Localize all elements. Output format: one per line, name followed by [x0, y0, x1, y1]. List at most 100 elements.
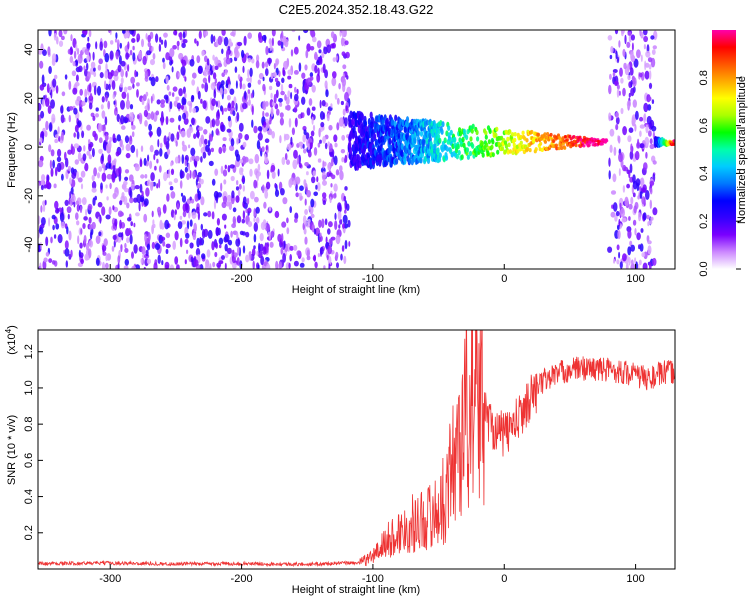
spectrogram-cell	[79, 88, 83, 96]
spectrogram-cell	[307, 150, 312, 158]
spectrogram-cell	[113, 91, 117, 96]
spectrogram-cell	[339, 218, 343, 225]
spectrogram-cell	[303, 30, 309, 34]
spectrogram-cell	[70, 187, 74, 195]
spectrogram-cell	[618, 40, 621, 48]
spectrogram-cell	[230, 106, 236, 112]
spectrogram-trace-cell	[426, 157, 431, 164]
spectrogram-cell	[186, 220, 190, 230]
spectrogram-cell	[647, 57, 653, 63]
spectrogram-cell	[182, 39, 188, 44]
spectrogram-cell	[182, 203, 187, 212]
spectrogram-cell	[150, 172, 155, 182]
spectrogram-cell	[162, 240, 166, 247]
spectrogram-cell	[290, 92, 293, 100]
spectrogram-cell	[306, 249, 310, 259]
spectrogram-cell	[322, 192, 327, 199]
spectrogram-cell	[111, 80, 116, 90]
spectrogram-trace-cell	[546, 132, 550, 136]
spectrogram-cell	[221, 213, 227, 221]
spectrogram-cell	[72, 87, 78, 95]
spectrogram-trace-cell	[487, 139, 491, 145]
spectrogram-cell	[627, 246, 632, 256]
spectrogram-cell	[314, 65, 318, 74]
spectrogram-cell	[124, 187, 129, 193]
spectrogram-trace-cell	[543, 132, 547, 137]
spectrogram-cell	[327, 228, 331, 235]
spectrogram-cell	[48, 30, 52, 37]
spectrogram-cell	[99, 214, 102, 224]
spectrogram-cell	[256, 172, 260, 181]
spectrogram-cell	[330, 158, 334, 167]
snr-y-label: SNR (10 * v/v)	[6, 415, 18, 485]
spectrogram-cell	[257, 132, 263, 141]
spectrogram-cell	[158, 165, 162, 173]
spectrogram-cell	[143, 213, 148, 223]
spectrogram-cell	[342, 223, 345, 229]
spectrogram-trace-cell	[405, 116, 410, 123]
spectrogram-cell	[169, 264, 175, 269]
spectrogram-cell	[189, 59, 195, 67]
spectrogram-cell	[306, 77, 312, 85]
spectrogram-cell	[248, 251, 252, 262]
spectrogram-cell	[649, 70, 652, 80]
spectrogram-cell	[41, 174, 46, 182]
spectrogram-cell	[639, 130, 642, 137]
spectrogram-cell	[637, 263, 640, 269]
spectrogram-cell	[257, 264, 260, 269]
spectrogram-cell	[247, 221, 253, 228]
spectrogram-cell	[97, 172, 100, 179]
spectrogram-cell	[54, 74, 58, 80]
spectrogram-trace-cell	[481, 152, 485, 158]
spectrogram-cell	[218, 237, 224, 245]
spectrogram-cell	[48, 258, 53, 263]
spectrogram-cell	[162, 204, 167, 214]
spectrogram-cell	[294, 86, 297, 93]
spectrogram-cell	[170, 209, 175, 218]
spectrogram-cell	[169, 117, 175, 123]
spectrogram-cell	[238, 132, 243, 140]
spectrogram-cell	[283, 240, 286, 249]
spectrogram-cell	[76, 204, 80, 212]
spectrogram-cell	[644, 70, 650, 80]
spectrogram-cell	[84, 69, 88, 77]
y-tick-label: 1.2	[23, 344, 35, 359]
spectrogram-cell	[612, 173, 617, 183]
spectrogram-cell	[129, 189, 133, 200]
spectrogram-cell	[639, 116, 644, 122]
spectrogram-cell	[131, 124, 136, 130]
spectrogram-trace-cell	[388, 137, 392, 145]
spectrogram-cell	[119, 219, 122, 229]
spectrogram-cell	[218, 146, 223, 155]
spectrogram-cell	[313, 191, 319, 197]
spectrogram-trace-cell	[458, 131, 463, 137]
spectrogram-cell	[150, 59, 155, 66]
spectrogram-cell	[73, 200, 76, 208]
spectrogram-cell	[74, 159, 80, 165]
spectrogram-cell	[293, 244, 298, 251]
spectrogram-cell	[125, 70, 128, 78]
spectrogram-cell	[105, 94, 108, 102]
spectrogram-cell	[171, 66, 174, 73]
spectrogram-cell	[102, 261, 105, 269]
spectrogram-cell	[217, 35, 223, 46]
spectrogram-cell	[628, 169, 631, 179]
spectrogram-cell	[93, 71, 97, 78]
spectrogram-cell	[152, 219, 155, 226]
spectrogram-cell	[104, 80, 107, 90]
spectrogram-cell	[91, 147, 95, 158]
spectrogram-cell	[339, 165, 343, 172]
spectrogram-cell	[327, 162, 331, 171]
spectrogram-cell	[195, 178, 198, 186]
spectrogram-cell	[45, 179, 50, 189]
spectrogram-cell	[632, 77, 637, 87]
spectrogram-cell	[130, 144, 136, 154]
spectrogram-cell	[51, 53, 57, 63]
spectrogram-cell	[160, 99, 166, 105]
spectrogram-cell	[615, 50, 618, 60]
spectrogram-cell	[292, 159, 298, 170]
spectrogram-cell	[211, 98, 217, 107]
spectrogram-cell	[341, 77, 347, 87]
spectrogram-trace-cell	[349, 146, 353, 155]
spectrogram-cell	[620, 107, 624, 115]
